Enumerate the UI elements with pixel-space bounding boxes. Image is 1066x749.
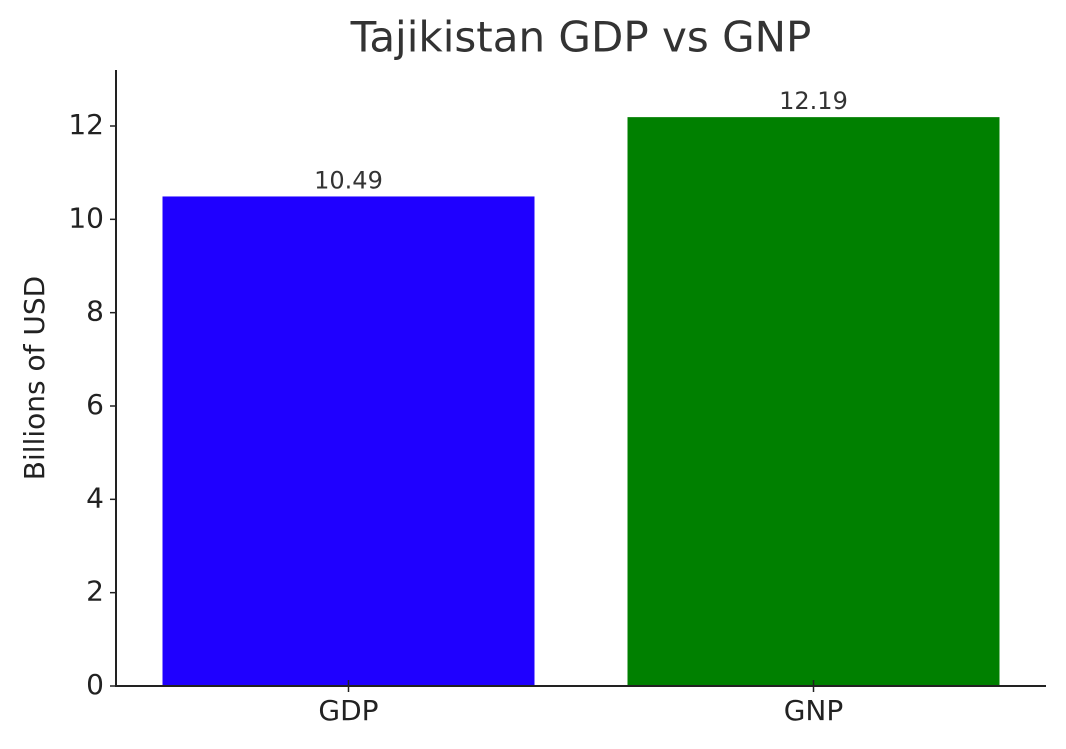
y-tick-label: 12: [68, 108, 104, 141]
y-tick-label: 6: [86, 388, 104, 421]
y-tick-label: 2: [86, 575, 104, 608]
y-tick-label: 0: [86, 668, 104, 701]
x-tick-label: GNP: [784, 694, 844, 727]
value-label: 10.49: [314, 166, 383, 194]
bar: [627, 117, 1000, 687]
bar: [162, 196, 535, 686]
chart-title: Tajikistan GDP vs GNP: [350, 13, 812, 62]
y-tick-label: 8: [86, 295, 104, 328]
y-axis-label: Billions of USD: [18, 276, 51, 480]
value-label: 12.19: [779, 87, 848, 115]
y-tick-label: 10: [68, 201, 104, 234]
x-tick-label: GDP: [318, 694, 378, 727]
y-tick-label: 4: [86, 481, 104, 514]
